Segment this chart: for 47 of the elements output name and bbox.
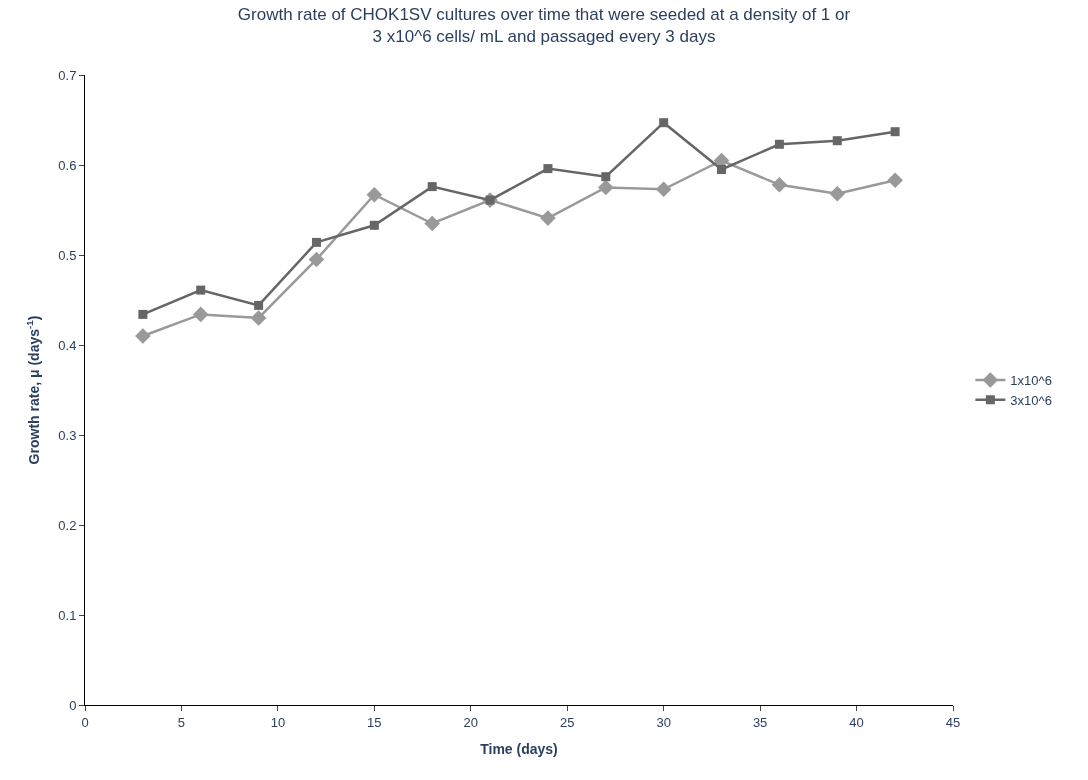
y-tick-label: 0.4 xyxy=(58,337,77,353)
point xyxy=(308,251,325,268)
point xyxy=(774,139,784,149)
point xyxy=(887,172,903,189)
chart-title: Growth rate of CHOK1SV cultures over time that were seeded at a density of 1 or 3 x10^6 cells/ mL and passaged every 3 days xyxy=(237,4,851,46)
point xyxy=(196,285,206,295)
point xyxy=(135,328,151,344)
y-tick-label: 0.6 xyxy=(58,157,77,173)
legend-label: 3x10^6 xyxy=(1010,392,1052,408)
x-tick-label: 45 xyxy=(945,714,961,730)
point xyxy=(311,237,321,247)
point xyxy=(717,165,727,174)
point xyxy=(832,136,842,146)
point xyxy=(427,182,437,192)
y-tick-label: 0.2 xyxy=(58,517,77,533)
x-tick-label: 0 xyxy=(81,714,89,730)
point xyxy=(771,177,788,193)
point xyxy=(543,164,553,174)
y-tick-label: 0.5 xyxy=(58,247,77,263)
y-tick-label: 0.1 xyxy=(58,607,77,623)
point xyxy=(601,172,611,182)
point xyxy=(540,210,556,226)
point xyxy=(424,215,440,232)
point xyxy=(192,306,209,323)
x-tick-label: 10 xyxy=(270,714,286,730)
point xyxy=(250,310,267,326)
point xyxy=(829,186,846,202)
point xyxy=(598,179,614,196)
point xyxy=(254,300,264,310)
point xyxy=(890,127,900,137)
y-tick-label: 0.3 xyxy=(58,427,77,443)
point xyxy=(366,186,383,203)
point xyxy=(369,220,379,230)
x-tick-label: 40 xyxy=(849,714,864,730)
point xyxy=(138,309,148,319)
x-tick-label: 25 xyxy=(559,714,575,730)
x-axis-title: Time (days) xyxy=(480,740,558,757)
y-tick-label: 0 xyxy=(69,697,77,713)
point xyxy=(659,118,669,128)
point xyxy=(655,181,672,198)
x-tick-label: 5 xyxy=(177,714,186,730)
x-tick-label: 35 xyxy=(752,714,768,730)
legend-label: 1x10^6 xyxy=(1010,373,1052,389)
y-tick-label: 0.7 xyxy=(58,67,77,83)
x-tick-label: 20 xyxy=(463,714,479,730)
x-tick-label: 15 xyxy=(367,714,382,730)
x-tick-label: 30 xyxy=(656,714,671,730)
